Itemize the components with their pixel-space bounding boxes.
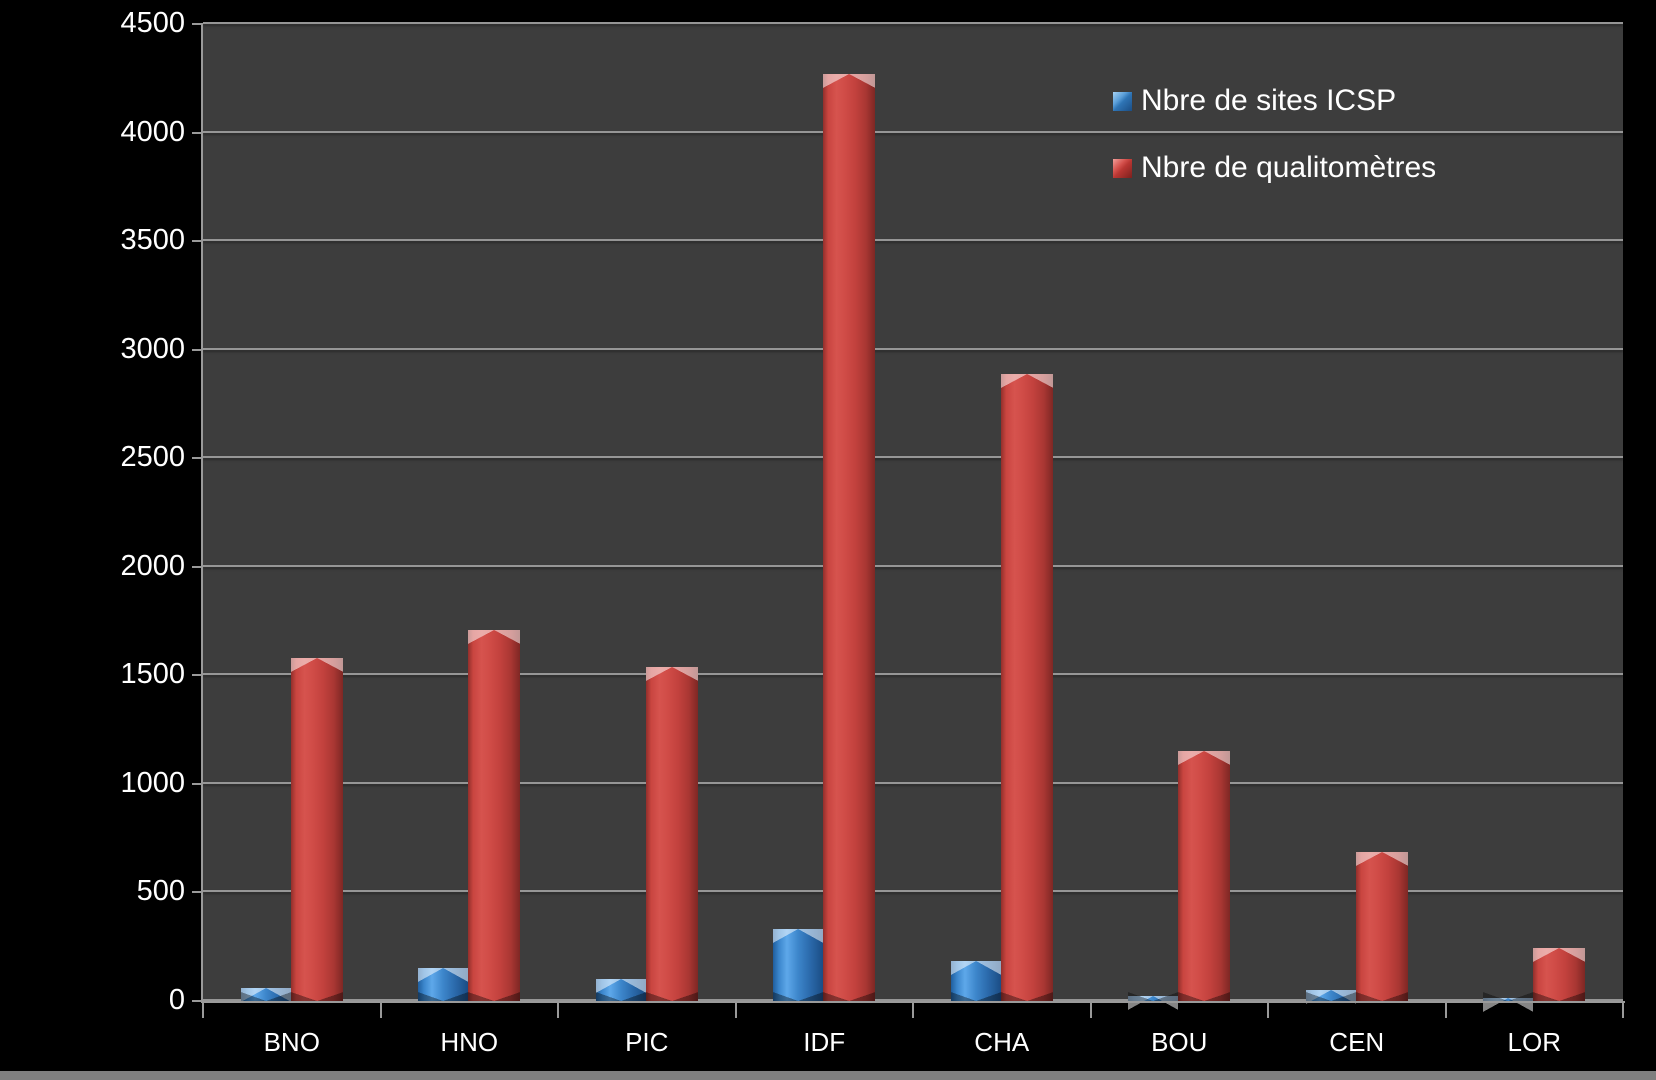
- x-tick-7: [1444, 1003, 1447, 1018]
- x-tick-1: [379, 1003, 382, 1018]
- gridline-2500: [203, 456, 1623, 459]
- bar-group-idf: [736, 24, 914, 1002]
- legend-item-sites-icsp: Nbre de sites ICSP: [1113, 84, 1436, 118]
- x-tick-label-cen: CEN: [1329, 1027, 1385, 1057]
- y-tick-3000: [192, 348, 203, 351]
- x-tick-6: [1267, 1003, 1269, 1018]
- y-tick-500: [192, 891, 203, 894]
- bar-group-lor: [1446, 24, 1624, 1013]
- x-tick-label-bno: BNO: [263, 1027, 320, 1057]
- bar-bou-qualitometres: [1178, 751, 1231, 1001]
- bar-hno-qualitometres: [468, 629, 521, 1002]
- y-tick-4500: [192, 23, 203, 25]
- bar-group-bno: [203, 24, 381, 1003]
- y-tick-label-1500: 1500: [120, 658, 185, 691]
- x-tick-5: [1089, 1003, 1092, 1018]
- bar-group-pic: [558, 24, 736, 1002]
- bar-idf-qualitometres: [823, 73, 876, 1002]
- bar-bno-qualitometres: [290, 657, 343, 1002]
- bar-cha-icsp: [950, 960, 1001, 1002]
- bar-pic-qualitometres: [645, 666, 698, 1002]
- y-tick-label-2000: 2000: [120, 549, 185, 582]
- y-tick-0: [192, 1000, 203, 1002]
- y-tick-2500: [192, 457, 203, 460]
- y-tick-label-0: 0: [168, 984, 185, 1016]
- bar-cen-qualitometres: [1355, 852, 1408, 1001]
- y-tick-1500: [192, 674, 203, 677]
- gridline-1000: [203, 781, 1623, 784]
- gridline-3500: [203, 239, 1623, 242]
- x-tick-2: [557, 1003, 559, 1018]
- y-axis-line: [201, 24, 203, 1003]
- gridline-1500: [203, 673, 1623, 676]
- legend-item-qualitometres: Nbre de qualitomètres: [1113, 151, 1436, 185]
- y-tick-label-500: 500: [136, 875, 185, 908]
- bar-cha-qualitometres: [1000, 373, 1053, 1002]
- legend-label-qualitometres: Nbre de qualitomètres: [1141, 151, 1437, 184]
- bottom-strip: [0, 1071, 1656, 1080]
- bar-bno-icsp: [240, 987, 291, 1003]
- x-tick-label-idf: IDF: [803, 1027, 846, 1057]
- legend: Nbre de sites ICSP Nbre de qualitomètres: [1113, 84, 1436, 218]
- bar-group-hno: [381, 24, 559, 1002]
- bars: [203, 24, 1624, 1013]
- y-tick-label-1000: 1000: [120, 766, 185, 799]
- y-tick-label-3500: 3500: [120, 224, 185, 257]
- bar-group-bou: [1091, 24, 1269, 1011]
- bar-group-cha: [913, 24, 1091, 1002]
- bar-pic-icsp: [595, 979, 646, 1001]
- gridline-4500: [203, 22, 1623, 24]
- y-tick-3500: [192, 240, 203, 243]
- y-tick-label-3000: 3000: [120, 332, 185, 365]
- x-tick-8: [1622, 1003, 1624, 1018]
- gridline-4000: [203, 130, 1623, 133]
- bar-group-cen: [1268, 24, 1446, 1004]
- y-tick-label-4000: 4000: [120, 115, 185, 148]
- legend-label-sites-icsp: Nbre de sites ICSP: [1141, 84, 1397, 117]
- gridline-500: [203, 890, 1623, 893]
- bar-hno-icsp: [418, 968, 469, 1001]
- y-tick-2000: [192, 565, 203, 568]
- legend-swatch-red-icon: [1113, 158, 1132, 178]
- gridline-3000: [203, 347, 1623, 350]
- y-tick-4000: [192, 131, 203, 134]
- legend-swatch-blue-icon: [1113, 91, 1132, 111]
- x-tick-label-hno: HNO: [440, 1027, 499, 1057]
- x-tick-0: [202, 1003, 204, 1018]
- y-tick-label-2500: 2500: [120, 441, 185, 474]
- x-axis-labels: BNO HNO PIC IDF CHA BOU CEN LOR: [203, 1022, 1623, 1062]
- y-tick-label-4500: 4500: [120, 7, 185, 39]
- gridline-0: [203, 999, 1623, 1001]
- bar-bou-icsp: [1128, 991, 1179, 1011]
- bar-cen-icsp: [1305, 990, 1356, 1004]
- bar-lor-qualitometres: [1533, 947, 1586, 1002]
- x-tick-label-pic: PIC: [625, 1027, 669, 1057]
- x-tick-3: [734, 1003, 737, 1018]
- x-tick-label-lor: LOR: [1507, 1027, 1561, 1057]
- x-tick-4: [912, 1003, 914, 1018]
- y-tick-1000: [192, 782, 203, 785]
- x-tick-label-cha: CHA: [974, 1027, 1030, 1057]
- x-tick-label-bou: BOU: [1151, 1027, 1208, 1057]
- x-axis-line: [201, 1001, 1625, 1003]
- gridline-2000: [203, 564, 1623, 567]
- bar-idf-icsp: [773, 929, 824, 1001]
- plot-area: Nbre de sites ICSP Nbre de qualitomètres: [203, 22, 1624, 1013]
